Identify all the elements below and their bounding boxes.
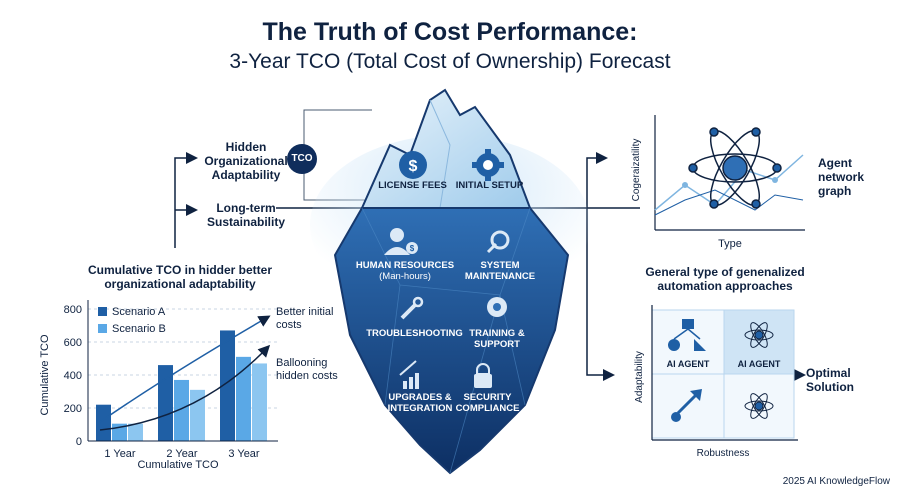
legend-swatch	[98, 307, 107, 316]
adaptability-matrix: AI AGENT AI AGENT Adaptability Robustnes…	[634, 305, 798, 459]
network-x-label: Type	[718, 238, 742, 250]
network-y-label: Cogeraizatility	[631, 139, 642, 202]
y-tick-label: 200	[64, 403, 82, 415]
human-resources-sub: (Man-hours)	[379, 271, 431, 282]
atom-small-icon-2	[744, 393, 774, 419]
bar	[174, 379, 189, 441]
ballooning-costs-curve	[99, 344, 271, 431]
growth-chart-icon	[399, 360, 419, 389]
ai-agent-label-1: AI AGENT	[667, 359, 710, 369]
wrench-gear-icon	[486, 230, 510, 254]
bar	[220, 330, 235, 441]
approach-heading: General type of genenalized automation a…	[645, 265, 805, 293]
chart-x-ticks: 1 Year 2 Year 3 Year	[104, 448, 260, 460]
y-tick-label: 0	[76, 436, 82, 448]
x-tick-label: 3 Year	[228, 448, 260, 460]
hierarchy-icon	[668, 319, 706, 351]
training-support-label: TRAINING & SUPPORT	[469, 328, 525, 350]
chart-x-label: Cumulative TCO	[137, 459, 219, 471]
lock-icon	[474, 363, 492, 388]
agent-network-label: Agent network graph	[818, 156, 865, 198]
chart-legend: Scenario A Scenario B	[98, 306, 166, 335]
svg-text:$: $	[410, 244, 415, 253]
bar	[252, 363, 267, 441]
svg-text:$: $	[409, 158, 418, 175]
matrix-y-label: Adaptability	[634, 351, 645, 403]
optimal-solution-label: Optimal Solution	[806, 366, 854, 394]
matrix-x-label: Robustness	[697, 448, 750, 459]
legend-swatch	[98, 324, 107, 333]
longterm-sustainability-label: Long-term Sustainability	[206, 201, 286, 229]
tco-bar-chart: 0 200 400 600 800 1 Year 2 Year 3 Year Cumulat…	[39, 300, 278, 471]
agent-network-chart: Cogeraizatility Type	[631, 115, 805, 250]
atom-icon	[688, 127, 782, 209]
page-subtitle: 3-Year TCO (Total Cost of Ownership) For…	[229, 50, 671, 73]
bar	[236, 356, 251, 441]
x-tick-label: 1 Year	[104, 448, 136, 460]
initial-setup-label: INITIAL SETUP	[455, 180, 524, 191]
wrench-icon	[400, 296, 424, 320]
y-tick-label: 600	[64, 337, 82, 349]
person-dollar-icon: $	[384, 228, 418, 255]
better-initial-costs-label: Better initial costs	[276, 306, 334, 331]
chart-heading: Cumulative TCO in hidder better organiza…	[87, 263, 273, 291]
chart-y-ticks: 0 200 400 600 800	[64, 304, 82, 448]
ai-agent-label-2: AI AGENT	[738, 359, 781, 369]
iceberg-graphic: $ $	[310, 88, 590, 475]
bar	[158, 365, 173, 441]
security-compliance-label: SECURITY COMPLIANCE	[455, 392, 520, 414]
troubleshooting-label: TROUBLESHOOTING	[366, 328, 463, 339]
bar	[96, 404, 111, 441]
gear-icon	[472, 149, 504, 181]
upgrades-integration-label: UPGRADES & INTEGRATION	[387, 392, 453, 414]
system-maintenance-label: SYSTEM MAINTENANCE	[464, 260, 536, 282]
dollar-icon: $	[399, 151, 427, 179]
arrow-up-right-icon	[671, 389, 702, 422]
page-title: The Truth of Cost Performance:	[262, 18, 638, 46]
legend-label: Scenario A	[112, 306, 166, 318]
x-tick-label: 2 Year	[166, 448, 198, 460]
ballooning-hidden-costs-label: Ballooning hidden costs	[276, 357, 338, 382]
human-resources-title: HUMAN RESOURCES	[355, 260, 455, 271]
footer-credit: 2025 AI KnowledgeFlow	[782, 476, 890, 487]
y-tick-label: 800	[64, 304, 82, 316]
chart-y-label: Cumulative TCO	[39, 334, 51, 416]
hidden-adaptability-label: Hidden Organizational Adaptability	[204, 140, 288, 182]
tco-badge: TCO	[287, 144, 317, 174]
y-tick-label: 400	[64, 370, 82, 382]
bar	[128, 423, 143, 441]
lightbulb-gear-icon	[487, 297, 507, 317]
human-resources-label: HUMAN RESOURCES (Man-hours)	[350, 260, 460, 282]
license-fees-label: LICENSE FEES	[378, 180, 447, 191]
better-initial-costs-curve	[99, 315, 271, 423]
atom-small-icon	[744, 322, 774, 348]
legend-label: Scenario B	[112, 323, 166, 335]
chart-bars	[96, 330, 267, 441]
